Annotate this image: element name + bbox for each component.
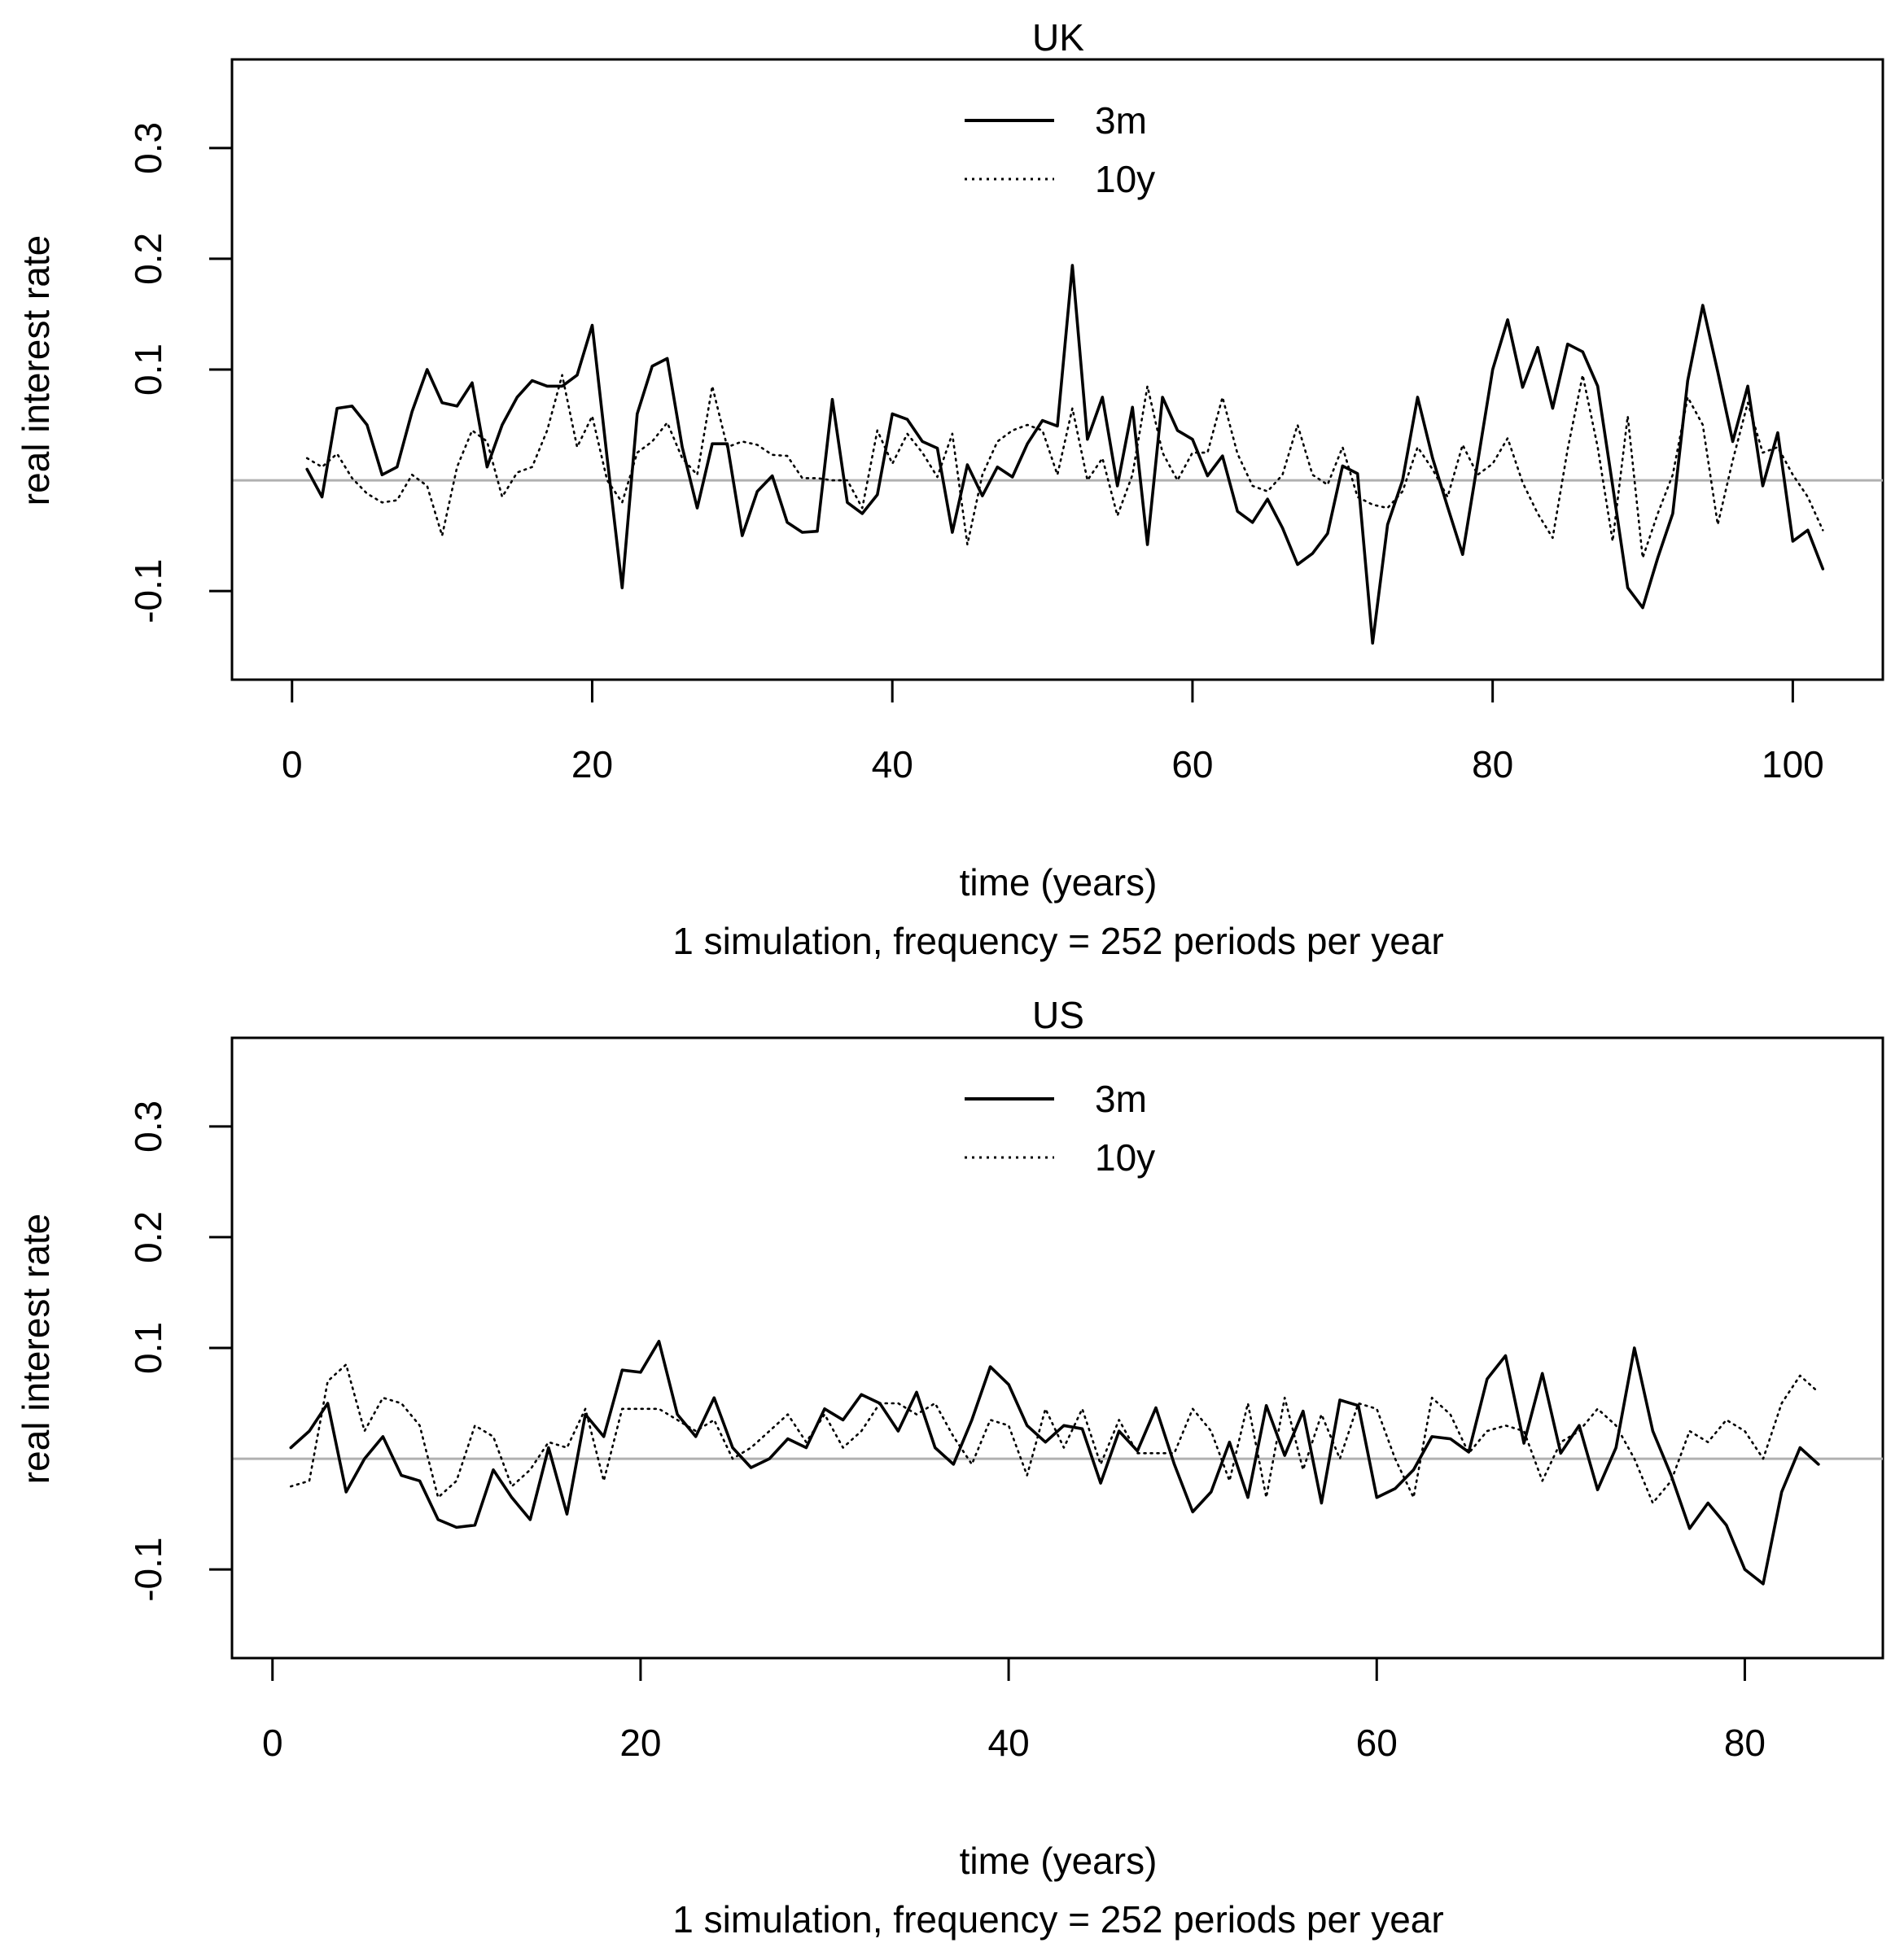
us-series-10y-line bbox=[289, 1363, 1820, 1504]
uk-chart-panel: 0 20 40 60 80 100 -0.1 0.1 0.2 0.3 UK time (year… bbox=[15, 16, 1884, 962]
uk-legend-10y-label: 10y bbox=[1095, 158, 1155, 200]
uk-y-tick-label: 0.1 bbox=[127, 344, 169, 396]
us-y-tick-label: 0.3 bbox=[127, 1101, 169, 1153]
us-x-tick-label: 40 bbox=[988, 1722, 1030, 1764]
uk-x-tick-label: 80 bbox=[1472, 743, 1513, 785]
uk-chart-title: UK bbox=[1032, 16, 1084, 59]
us-chart-title: US bbox=[1032, 994, 1084, 1036]
us-x-tick-label: 0 bbox=[262, 1722, 283, 1764]
us-chart-subtitle: 1 simulation, frequency = 252 periods pe… bbox=[672, 1898, 1443, 1941]
uk-series-10y-line bbox=[305, 374, 1824, 559]
uk-legend-3m-label: 3m bbox=[1095, 99, 1147, 142]
us-legend-3m-label: 3m bbox=[1095, 1078, 1147, 1120]
uk-series-3m-line bbox=[305, 264, 1825, 645]
uk-x-tick-label: 100 bbox=[1762, 743, 1824, 785]
us-x-axis-label: time (years) bbox=[960, 1840, 1158, 1882]
us-x-tick-label: 20 bbox=[619, 1722, 661, 1764]
us-x-tick-label: 60 bbox=[1356, 1722, 1398, 1764]
us-series-3m-line bbox=[289, 1340, 1820, 1586]
us-x-tick-label: 80 bbox=[1724, 1722, 1766, 1764]
uk-y-axis-label: real interest rate bbox=[15, 235, 57, 505]
uk-y-tick-label: 0.2 bbox=[127, 233, 169, 285]
uk-x-tick-label: 40 bbox=[872, 743, 913, 785]
uk-x-tick-label: 0 bbox=[282, 743, 303, 785]
us-legend: 3m 10y bbox=[965, 1078, 1155, 1179]
uk-chart-subtitle: 1 simulation, frequency = 252 periods pe… bbox=[672, 920, 1443, 962]
uk-y-tick-label: -0.1 bbox=[127, 559, 169, 624]
uk-x-tick-label: 60 bbox=[1171, 743, 1213, 785]
us-y-tick-label: 0.2 bbox=[127, 1211, 169, 1263]
uk-x-tick-label: 20 bbox=[571, 743, 613, 785]
us-chart-panel: 0 20 40 60 80 -0.10.10.20.3 US time (years) … bbox=[15, 994, 1884, 1941]
uk-legend: 3m 10y bbox=[965, 99, 1155, 200]
us-y-tick-label: -0.1 bbox=[127, 1538, 169, 1602]
uk-y-tick-label: 0.3 bbox=[127, 122, 169, 174]
us-y-axis-label: real interest rate bbox=[15, 1214, 57, 1484]
us-legend-10y-label: 10y bbox=[1095, 1136, 1155, 1179]
us-y-tick-label: 0.1 bbox=[127, 1322, 169, 1374]
uk-x-axis-label: time (years) bbox=[960, 861, 1158, 904]
